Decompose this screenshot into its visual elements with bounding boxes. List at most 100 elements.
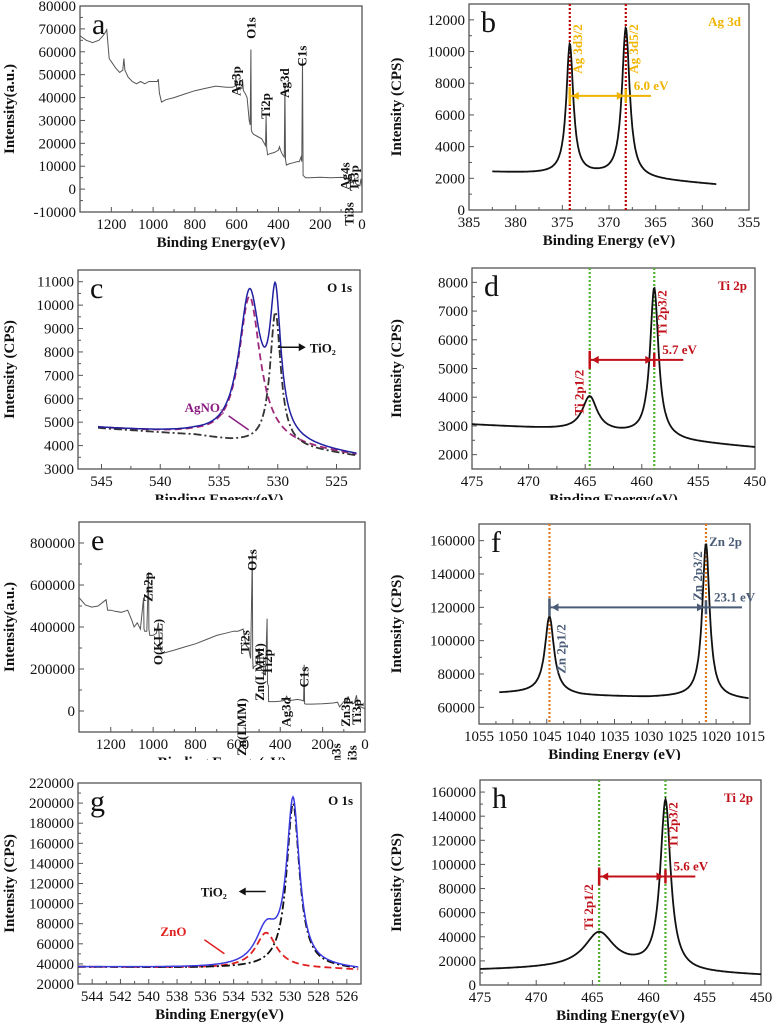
x-tick-label: 530 bbox=[279, 989, 302, 1005]
panel-g-o1s: 544 542 540 538 536 534 532 530 528 526 20000 40000… bbox=[2, 776, 362, 1023]
y-tick-label: 2000 bbox=[435, 171, 465, 187]
peak-label: Ti3p bbox=[347, 165, 362, 191]
y-tick-label: 80000 bbox=[438, 667, 476, 683]
peak-label: C1s bbox=[294, 46, 309, 67]
y-tick-label: 160000 bbox=[431, 785, 476, 801]
x-tick-label: 200 bbox=[311, 737, 334, 753]
peak-label: Zn3s bbox=[328, 743, 343, 760]
y-tick-label: 12000 bbox=[428, 13, 466, 29]
panel-title: Zn 2p bbox=[709, 534, 742, 549]
y-tick-label: 10000 bbox=[37, 298, 75, 314]
y-tick-label: 160000 bbox=[29, 836, 74, 852]
y-tick-label: 160000 bbox=[430, 534, 475, 550]
x-tick-label: 470 bbox=[517, 474, 540, 490]
plot-frame bbox=[471, 267, 756, 470]
x-tick-label: 455 bbox=[687, 474, 710, 490]
component-label: ZnO bbox=[160, 924, 186, 939]
y-tick-label: 60000 bbox=[37, 937, 75, 953]
x-tick-label: 475 bbox=[461, 474, 484, 490]
panel-d-ti2p: 475 470 465 460 455 450 2000 3000 4000 5000 6000 70… bbox=[389, 267, 766, 500]
series-line-spectrum bbox=[499, 543, 749, 700]
y-tick-label: 180000 bbox=[29, 816, 74, 832]
arrow-head-icon bbox=[645, 355, 653, 364]
plot-frame bbox=[468, 3, 750, 211]
peak-label: Ti3s bbox=[344, 745, 359, 760]
x-axis-label: Binding Energy(eV) bbox=[556, 1008, 685, 1024]
x-tick-label: 544 bbox=[81, 989, 104, 1005]
peak-label: Ti 2p3/2 bbox=[654, 290, 669, 336]
y-tick-label: 200000 bbox=[30, 662, 75, 678]
peak-label: Ag3d bbox=[279, 696, 294, 726]
panel-e-survey: 1200 1000 800 600 400 200 0 0 200000 400000 600000… bbox=[2, 521, 369, 760]
x-tick-label: 526 bbox=[336, 989, 359, 1005]
series-line-survey bbox=[80, 28, 362, 187]
x-tick-label: 528 bbox=[307, 989, 330, 1005]
x-tick-label: 1000 bbox=[138, 737, 168, 753]
y-tick-label: 60000 bbox=[438, 700, 476, 716]
peak-label: Ti2p bbox=[258, 93, 273, 119]
y-axis-label: Intensity(a.u.) bbox=[2, 64, 18, 154]
x-tick-label: 1035 bbox=[600, 729, 630, 745]
y-tick-label: 80000 bbox=[439, 882, 477, 898]
y-tick-label: 140000 bbox=[29, 856, 74, 872]
peak-label: O1s bbox=[244, 549, 259, 571]
x-tick-label: 1050 bbox=[498, 729, 528, 745]
x-tick-label: 542 bbox=[109, 989, 132, 1005]
peak-label: Ti 2p3/2 bbox=[665, 802, 680, 848]
x-tick-label: 535 bbox=[208, 474, 231, 490]
x-tick-label: 1200 bbox=[96, 217, 126, 233]
arrow-head-icon bbox=[656, 872, 664, 881]
y-tick-label: 220000 bbox=[29, 776, 74, 792]
x-tick-label: 385 bbox=[458, 215, 481, 231]
y-axis-label: Intensity (CPS) bbox=[389, 58, 405, 157]
x-tick-label: 1000 bbox=[138, 217, 168, 233]
panel-letter: d bbox=[484, 270, 499, 303]
x-tick-label: 465 bbox=[581, 990, 604, 1006]
x-tick-label: 540 bbox=[138, 989, 161, 1005]
panel-letter: c bbox=[90, 272, 103, 305]
y-tick-label: 80000 bbox=[39, 0, 77, 15]
x-tick-label: 800 bbox=[184, 217, 207, 233]
y-tick-label: 8000 bbox=[435, 76, 465, 92]
peak-label: Ti2p bbox=[260, 649, 275, 675]
peak-label: O1s bbox=[243, 17, 258, 39]
x-tick-label: 1030 bbox=[633, 729, 663, 745]
y-tick-label: 0 bbox=[458, 203, 466, 219]
y-tick-label: 3000 bbox=[438, 419, 468, 435]
y-axis-label: Intensity (CPS) bbox=[2, 834, 18, 933]
series-line-tio2 bbox=[78, 801, 359, 969]
y-tick-label: 20000 bbox=[439, 954, 477, 970]
peak-label: Ag4s bbox=[337, 162, 352, 189]
panel-title: Ti 2p bbox=[724, 790, 753, 805]
x-tick-label: 1055 bbox=[464, 729, 494, 745]
panel-title: O 1s bbox=[328, 793, 353, 808]
y-tick-label: 11000 bbox=[37, 275, 74, 291]
y-axis-label: Intensity (CPS) bbox=[389, 575, 405, 674]
panel-title: Ag 3d bbox=[708, 14, 742, 29]
panel-a-survey: 1200 1000 800 600 400 200 0 -10000 0 10000 20000 30… bbox=[2, 0, 366, 250]
series-line-tio2 bbox=[98, 311, 357, 457]
peak-label: Ag3p bbox=[229, 66, 244, 96]
y-tick-label: 0 bbox=[469, 978, 477, 994]
y-tick-label: 9000 bbox=[44, 322, 74, 338]
panel-f-zn2p: 1055 1050 1045 1040 1035 1030 1025 1020 1015 6000… bbox=[389, 523, 765, 760]
y-tick-label: 100000 bbox=[430, 634, 475, 650]
series-line-envelope bbox=[98, 280, 357, 454]
peak-label: Ti3s bbox=[341, 202, 356, 226]
x-axis-label: Binding Energy(eV) bbox=[155, 1007, 284, 1023]
peak-label: Ag 3d5/2 bbox=[626, 24, 641, 73]
series-line-agno3 bbox=[98, 295, 357, 455]
y-tick-label: 40000 bbox=[39, 91, 77, 107]
y-axis-label: Intensity(a.u.) bbox=[2, 582, 18, 672]
y-tick-label: 40000 bbox=[37, 957, 75, 973]
y-axis-label: Intensity (CPS) bbox=[2, 320, 18, 419]
x-tick-label: 455 bbox=[694, 990, 717, 1006]
y-tick-label: 2000 bbox=[438, 448, 468, 464]
component-label: TiO₂ bbox=[310, 340, 336, 355]
splitting-label: 23.1 eV bbox=[714, 589, 756, 604]
plot-frame bbox=[478, 523, 751, 725]
peak-label: Ti 2p1/2 bbox=[572, 370, 587, 416]
x-tick-label: 1040 bbox=[566, 729, 596, 745]
x-tick-label: 450 bbox=[750, 990, 773, 1006]
x-tick-label: 400 bbox=[267, 217, 290, 233]
